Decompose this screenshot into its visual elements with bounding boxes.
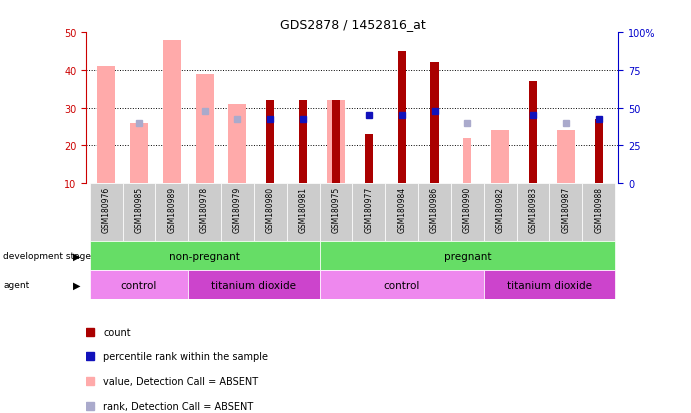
Text: GSM180983: GSM180983 (529, 187, 538, 233)
Text: value, Detection Call = ABSENT: value, Detection Call = ABSENT (103, 376, 258, 386)
Text: development stage: development stage (3, 252, 91, 261)
Bar (90, 242, 319, 271)
Bar (229, 104, 247, 184)
Text: GSM180981: GSM180981 (299, 187, 307, 233)
Text: count: count (103, 327, 131, 337)
Bar (122, 184, 155, 242)
Text: titanium dioxide: titanium dioxide (507, 280, 592, 290)
Bar (595, 120, 603, 184)
Text: GSM180988: GSM180988 (594, 187, 603, 233)
Bar (319, 271, 484, 299)
Text: GSM180977: GSM180977 (364, 187, 373, 233)
Text: control: control (384, 280, 420, 290)
Bar (529, 180, 537, 184)
Text: GSM180975: GSM180975 (332, 187, 341, 233)
Text: GSM180980: GSM180980 (266, 187, 275, 233)
Bar (196, 74, 214, 184)
Bar (319, 184, 352, 242)
Bar (484, 184, 517, 242)
Bar (266, 101, 274, 184)
Bar (484, 271, 615, 299)
Bar (352, 184, 386, 242)
Bar (332, 101, 340, 184)
Bar (451, 184, 484, 242)
Bar (319, 242, 615, 271)
Bar (529, 82, 537, 184)
Text: GSM180979: GSM180979 (233, 187, 242, 233)
Bar (90, 184, 122, 242)
Bar (517, 184, 549, 242)
Text: GSM180990: GSM180990 (463, 187, 472, 233)
Bar (430, 63, 439, 184)
Bar (155, 184, 188, 242)
Title: GDS2878 / 1452816_at: GDS2878 / 1452816_at (280, 17, 425, 31)
Bar (299, 101, 307, 184)
Text: percentile rank within the sample: percentile rank within the sample (103, 351, 268, 361)
Bar (97, 67, 115, 184)
Bar (287, 184, 319, 242)
Bar (130, 123, 148, 184)
Text: GSM180976: GSM180976 (102, 187, 111, 233)
Bar (254, 184, 287, 242)
Bar (221, 184, 254, 242)
Bar (386, 184, 418, 242)
Text: rank, Detection Call = ABSENT: rank, Detection Call = ABSENT (103, 401, 254, 411)
Bar (90, 271, 188, 299)
Text: GSM180987: GSM180987 (561, 187, 570, 233)
Text: titanium dioxide: titanium dioxide (211, 280, 296, 290)
Bar (327, 101, 345, 184)
Text: GSM180978: GSM180978 (200, 187, 209, 233)
Text: pregnant: pregnant (444, 251, 491, 261)
Bar (463, 139, 471, 184)
Bar (397, 52, 406, 184)
Bar (188, 184, 221, 242)
Bar (365, 135, 373, 184)
Text: non-pregnant: non-pregnant (169, 251, 240, 261)
Text: control: control (121, 280, 157, 290)
Text: GSM180985: GSM180985 (135, 187, 144, 233)
Bar (163, 40, 181, 184)
Bar (583, 184, 615, 242)
Bar (557, 131, 575, 184)
Text: agent: agent (3, 280, 30, 290)
Text: GSM180982: GSM180982 (495, 187, 504, 233)
Text: GSM180986: GSM180986 (430, 187, 439, 233)
Bar (188, 271, 319, 299)
Text: ▶: ▶ (73, 280, 80, 290)
Bar (549, 184, 583, 242)
Text: GSM180984: GSM180984 (397, 187, 406, 233)
Text: ▶: ▶ (73, 251, 80, 261)
Bar (418, 184, 451, 242)
Bar (491, 131, 509, 184)
Text: GSM180989: GSM180989 (167, 187, 176, 233)
